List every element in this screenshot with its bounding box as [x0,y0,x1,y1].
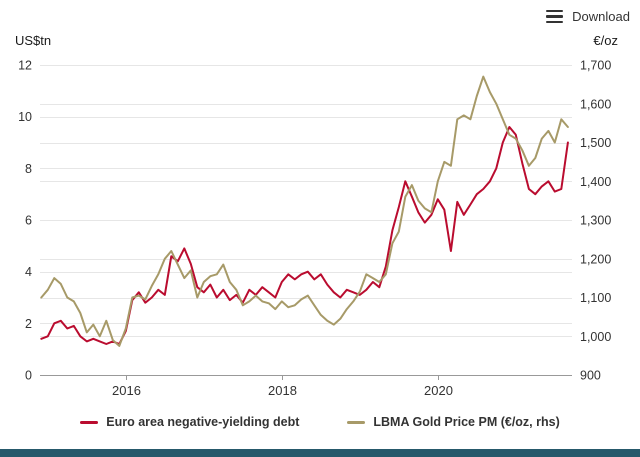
export-toolbar: Download [546,9,630,24]
legend-item-debt[interactable]: Euro area negative-yielding debt [80,415,299,429]
svg-text:900: 900 [580,369,601,383]
left-axis-title: US$tn [15,33,52,48]
hamburger-menu-icon[interactable] [546,9,564,24]
legend-label-gold: LBMA Gold Price PM (€/oz, rhs) [373,415,560,429]
svg-text:4: 4 [25,265,32,279]
series-swatch-gold [347,420,366,424]
series-swatch-debt [80,420,99,424]
right-axis-title: €/oz [593,33,618,48]
svg-text:8: 8 [25,162,32,176]
svg-text:2: 2 [25,317,32,331]
download-label[interactable]: Download [572,9,630,24]
svg-text:1,400: 1,400 [580,175,611,189]
svg-text:1,000: 1,000 [580,330,611,344]
svg-text:1,200: 1,200 [580,252,611,266]
svg-text:12: 12 [18,59,32,73]
svg-text:1,700: 1,700 [580,59,611,73]
svg-text:1,300: 1,300 [580,214,611,228]
svg-text:1,500: 1,500 [580,136,611,150]
svg-text:1,100: 1,100 [580,291,611,305]
svg-text:0: 0 [25,369,32,383]
svg-text:2016: 2016 [112,383,141,398]
svg-text:2020: 2020 [424,383,453,398]
svg-text:2018: 2018 [268,383,297,398]
legend-item-gold[interactable]: LBMA Gold Price PM (€/oz, rhs) [347,415,560,429]
legend-label-debt: Euro area negative-yielding debt [106,415,300,429]
svg-text:1,600: 1,600 [580,97,611,111]
svg-text:10: 10 [18,110,32,124]
bottom-accent-bar [0,449,640,457]
svg-text:6: 6 [25,214,32,228]
legend: Euro area negative-yielding debt LBMA Go… [0,415,640,429]
line-chart: 2016 2018 2020 0 2 4 6 8 10 12 900 1,000 1,100 1,200 1… [18,59,611,399]
